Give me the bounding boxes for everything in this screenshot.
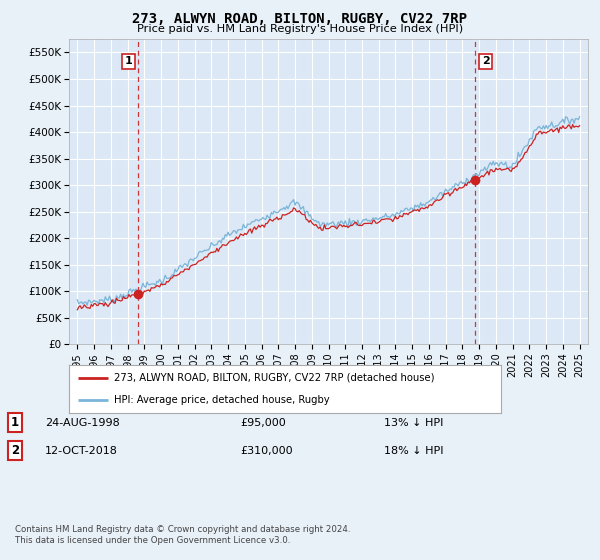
Text: £95,000: £95,000 <box>240 418 286 428</box>
Text: 18% ↓ HPI: 18% ↓ HPI <box>384 446 443 456</box>
Text: 13% ↓ HPI: 13% ↓ HPI <box>384 418 443 428</box>
Text: Price paid vs. HM Land Registry's House Price Index (HPI): Price paid vs. HM Land Registry's House … <box>137 24 463 34</box>
Text: 273, ALWYN ROAD, BILTON, RUGBY, CV22 7RP (detached house): 273, ALWYN ROAD, BILTON, RUGBY, CV22 7RP… <box>115 373 435 383</box>
Text: 2: 2 <box>11 444 19 458</box>
Text: 273, ALWYN ROAD, BILTON, RUGBY, CV22 7RP: 273, ALWYN ROAD, BILTON, RUGBY, CV22 7RP <box>133 12 467 26</box>
Text: 2: 2 <box>482 57 490 67</box>
Text: 1: 1 <box>11 416 19 430</box>
Text: 12-OCT-2018: 12-OCT-2018 <box>45 446 118 456</box>
Text: 1: 1 <box>125 57 133 67</box>
Text: HPI: Average price, detached house, Rugby: HPI: Average price, detached house, Rugb… <box>115 395 330 405</box>
Text: 24-AUG-1998: 24-AUG-1998 <box>45 418 120 428</box>
Text: £310,000: £310,000 <box>240 446 293 456</box>
Text: Contains HM Land Registry data © Crown copyright and database right 2024.
This d: Contains HM Land Registry data © Crown c… <box>15 525 350 545</box>
